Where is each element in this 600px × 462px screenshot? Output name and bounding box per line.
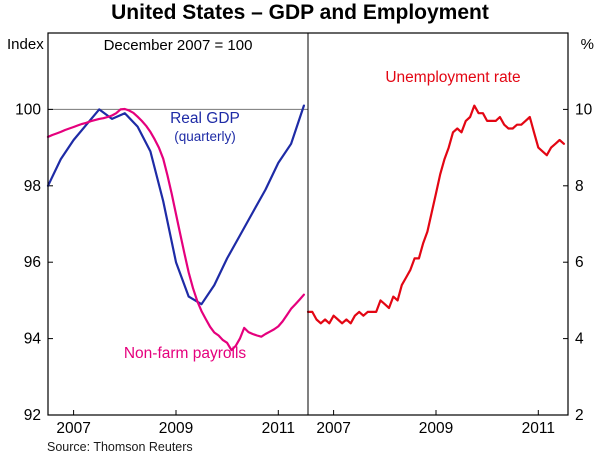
x-tick-label: 2007 xyxy=(56,420,90,437)
x-tick-label: 2011 xyxy=(522,420,555,437)
y-tick-label: 98 xyxy=(24,178,41,195)
y-tick-label: 92 xyxy=(24,407,41,424)
series-line-real-gdp-quarterly xyxy=(46,104,305,306)
x-tick-label: 2011 xyxy=(262,420,295,437)
unemployment-rate-series-label: Unemployment rate xyxy=(385,69,521,86)
y-tick-label: 6 xyxy=(575,254,584,271)
non-farm-payrolls-series-label: Non-farm payrolls xyxy=(123,345,247,362)
series-line-unemployment-rate xyxy=(306,104,566,325)
y-tick-label: 96 xyxy=(24,254,41,271)
real-gdp-series-label: Real GDP xyxy=(170,110,240,127)
y-tick-label: 2 xyxy=(575,407,584,424)
x-tick-label: 2009 xyxy=(159,420,193,437)
y-tick-label: 94 xyxy=(24,331,42,348)
chart-title: United States – GDP and Employment xyxy=(111,1,489,24)
x-tick-label: 2009 xyxy=(419,420,453,437)
real-gdp-series-sublabel: (quarterly) xyxy=(174,129,236,144)
index-base-note: December 2007 = 100 xyxy=(103,37,253,54)
right-axis-unit-label: % xyxy=(580,36,594,53)
y-tick-label: 100 xyxy=(15,101,41,118)
source-note: Source: Thomson Reuters xyxy=(47,440,193,454)
y-tick-label: 10 xyxy=(575,101,593,118)
plot-frame xyxy=(47,32,569,416)
y-tick-label: 4 xyxy=(575,331,584,348)
x-tick-label: 2007 xyxy=(316,420,350,437)
series-line-non-farm-payrolls xyxy=(46,107,305,352)
y-tick-label: 8 xyxy=(575,178,584,195)
left-axis-unit-label: Index xyxy=(7,36,44,53)
